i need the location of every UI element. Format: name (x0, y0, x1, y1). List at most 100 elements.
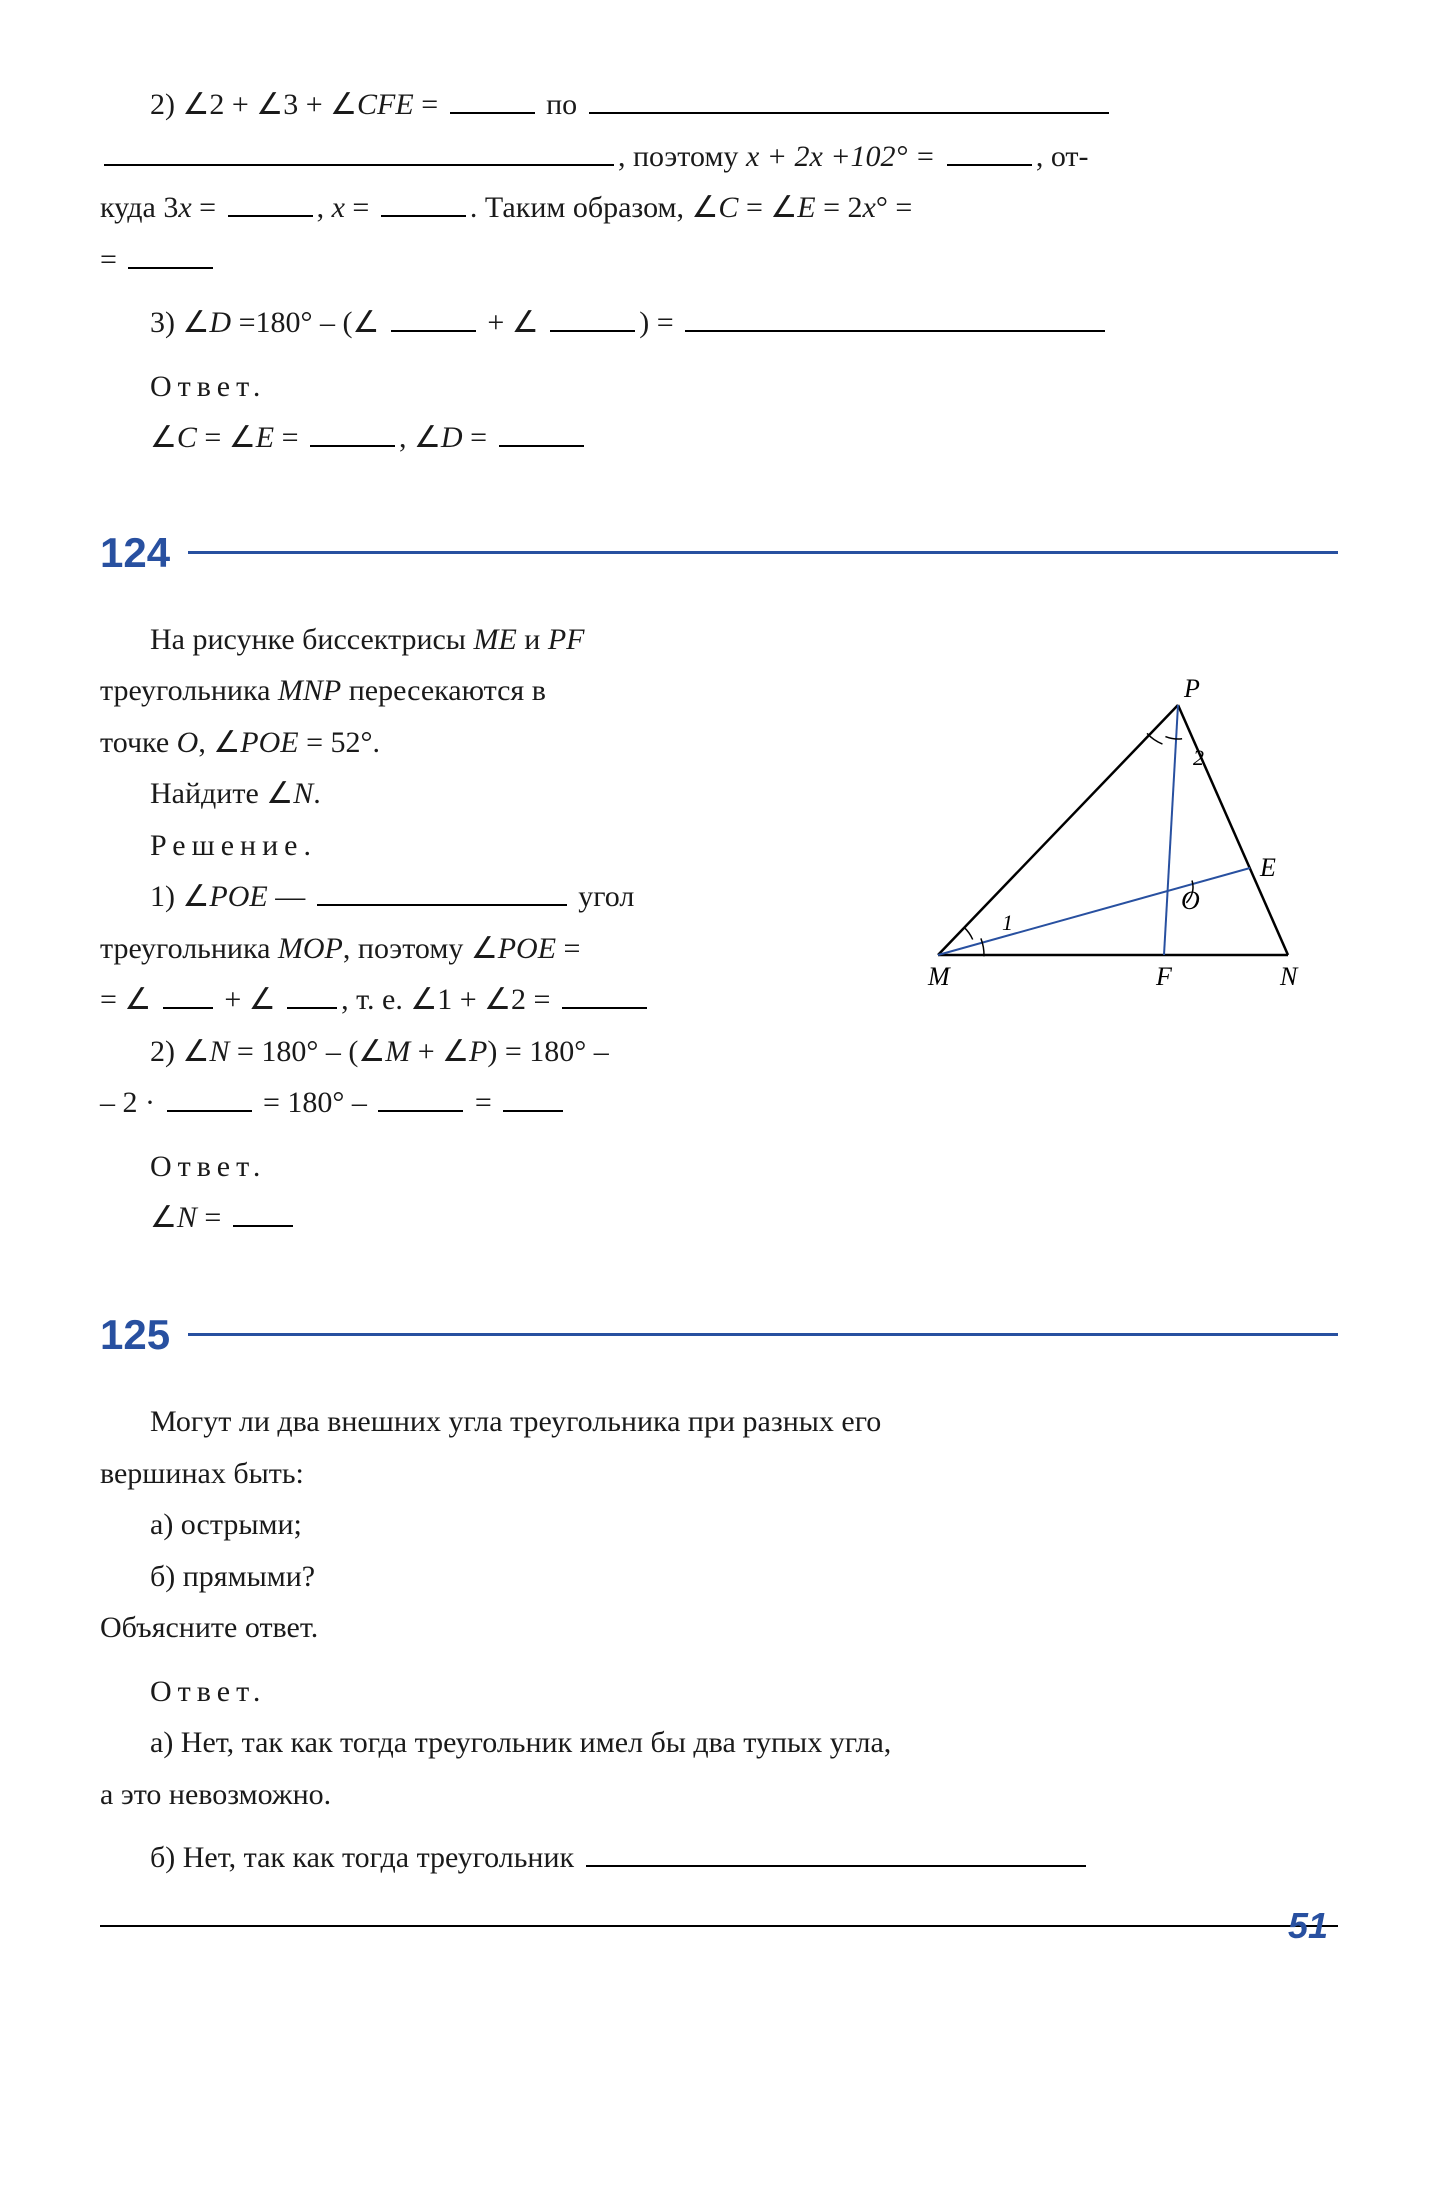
text: и (517, 623, 548, 656)
var-pf: PF (548, 623, 585, 656)
text: 1) ∠ (150, 880, 209, 913)
var-n: N (177, 1201, 197, 1234)
text: вершинах быть: (100, 1449, 1338, 1499)
svg-text:P: P (1183, 675, 1200, 703)
text: — (268, 880, 313, 913)
text: = (345, 191, 377, 224)
text: = (414, 88, 446, 121)
page-number: 51 (1288, 1905, 1328, 1947)
fill-blank[interactable] (685, 308, 1105, 332)
var-d: D (209, 306, 231, 339)
var-e: E (797, 191, 815, 224)
fill-blank[interactable] (450, 90, 535, 114)
var-d: D (441, 421, 463, 454)
text: + ∠ (480, 306, 546, 339)
text: ∠ (150, 421, 177, 454)
problem-number: 125 (100, 1300, 170, 1369)
figure-124: MNPFEO12 (918, 615, 1338, 1245)
fill-blank[interactable] (310, 423, 395, 447)
answer-label: Ответ. (150, 1675, 266, 1708)
var-n: N (209, 1035, 229, 1068)
fill-blank[interactable] (287, 985, 337, 1009)
var-e: E (256, 421, 274, 454)
svg-text:2: 2 (1193, 745, 1204, 770)
text: , поэтому (618, 140, 746, 173)
fill-blank[interactable] (128, 245, 213, 269)
svg-text:E: E (1259, 853, 1276, 882)
text: = (274, 421, 306, 454)
text: = ∠ (100, 983, 159, 1016)
section-rule (188, 551, 1338, 554)
text: – 2 · (100, 1086, 163, 1119)
var-o: O (177, 726, 199, 759)
fill-blank[interactable] (167, 1088, 252, 1112)
text: Найдите ∠ (150, 777, 293, 810)
text: = (556, 932, 580, 965)
answer-b: б) Нет, так как тогда треугольник (150, 1841, 582, 1874)
text: куда 3 (100, 191, 178, 224)
var-p: P (469, 1035, 487, 1068)
fill-blank[interactable] (317, 882, 567, 906)
problem-124-text: На рисунке биссектрисы ME и PF треугольн… (100, 615, 888, 1245)
var-poe: POE (209, 880, 267, 913)
fill-blank[interactable] (586, 1843, 1086, 1867)
text: =180° – (∠ (231, 306, 387, 339)
text: треугольника (100, 674, 278, 707)
fill-blank[interactable] (589, 90, 1109, 114)
var-mop: MOP (278, 932, 343, 965)
svg-text:1: 1 (1002, 910, 1013, 935)
problem-123-continuation: 2) ∠2 + ∠3 + ∠CFE = по , поэтому x + 2x … (100, 80, 1338, 463)
fill-blank[interactable] (228, 193, 313, 217)
fill-blank[interactable] (233, 1203, 293, 1227)
fill-blank[interactable] (163, 985, 213, 1009)
fill-blank[interactable] (503, 1088, 563, 1112)
text: , т. е. ∠1 + ∠2 = (341, 983, 558, 1016)
answer-a2: а это невозможно. (100, 1770, 1338, 1820)
fill-blank[interactable] (391, 308, 476, 332)
answer-label: Ответ. (150, 1150, 266, 1183)
answer-label: Ответ. (150, 370, 266, 403)
var-n: N (293, 777, 313, 810)
fill-blank[interactable] (562, 985, 647, 1009)
text: 2) ∠2 + ∠3 + ∠ (150, 88, 357, 121)
problem-124: На рисунке биссектрисы ME и PF треугольн… (100, 615, 1338, 1245)
text: пересекаются в (341, 674, 546, 707)
fill-blank[interactable] (947, 142, 1032, 166)
text: = (192, 191, 224, 224)
item-b: б) прямыми? (100, 1552, 1338, 1602)
triangle-diagram: MNPFEO12 (918, 675, 1318, 995)
text: . Таким образом, ∠ (470, 191, 719, 224)
text: 3) ∠ (150, 306, 209, 339)
text: по (539, 88, 585, 121)
fill-blank[interactable] (550, 308, 635, 332)
var-c: C (177, 421, 197, 454)
fill-blank[interactable] (499, 423, 584, 447)
text: = 2 (816, 191, 863, 224)
text: , от- (1036, 140, 1089, 173)
section-header-125: 125 (100, 1300, 1338, 1369)
text: треугольника (100, 932, 278, 965)
text: + ∠ (410, 1035, 469, 1068)
text: ) = 180° – (487, 1035, 608, 1068)
fill-blank[interactable] (100, 1891, 1338, 1927)
var-c: C (718, 191, 738, 224)
problem-125: Могут ли два внешних угла треугольника п… (100, 1397, 1338, 1927)
text: + ∠ (217, 983, 283, 1016)
var-poe: POE (498, 932, 556, 965)
text: = (467, 1086, 499, 1119)
section-header-124: 124 (100, 518, 1338, 587)
text: . (313, 777, 321, 810)
text: , ∠ (198, 726, 240, 759)
text: = (463, 421, 495, 454)
text: ° = (876, 191, 912, 224)
text: угол (571, 880, 635, 913)
text: , поэтому ∠ (343, 932, 498, 965)
svg-text:M: M (927, 962, 951, 991)
svg-text:N: N (1279, 962, 1299, 991)
fill-blank[interactable] (104, 142, 614, 166)
text: = (100, 243, 124, 276)
fill-blank[interactable] (381, 193, 466, 217)
fill-blank[interactable] (378, 1088, 463, 1112)
text: , ∠ (399, 421, 441, 454)
var-x: x (863, 191, 876, 224)
